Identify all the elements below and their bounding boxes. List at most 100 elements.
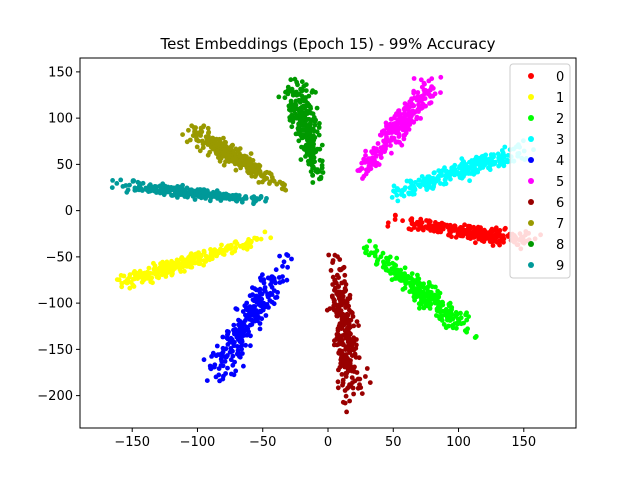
data-point <box>394 275 400 281</box>
data-point <box>331 305 336 311</box>
data-point <box>239 337 245 343</box>
data-point <box>343 393 349 399</box>
data-point <box>319 162 325 168</box>
legend-item: 1 <box>528 91 564 106</box>
data-point <box>439 318 445 323</box>
data-point <box>209 354 215 359</box>
legend-marker <box>528 157 534 163</box>
data-point <box>238 326 243 332</box>
data-point <box>324 307 330 313</box>
x-tick-label: 100 <box>446 435 471 450</box>
data-point <box>435 288 441 294</box>
data-point <box>258 292 263 297</box>
data-point <box>334 310 339 316</box>
data-point <box>286 89 292 94</box>
data-point <box>280 274 285 279</box>
data-point <box>458 321 464 327</box>
data-point <box>393 139 399 145</box>
data-point <box>172 261 178 267</box>
data-point <box>137 270 142 276</box>
data-point <box>336 275 341 280</box>
data-point <box>457 229 462 235</box>
series-6 <box>324 252 373 415</box>
data-point <box>230 193 236 198</box>
data-point <box>416 281 422 287</box>
data-point <box>400 218 405 224</box>
data-point <box>297 107 302 113</box>
data-point <box>301 83 307 89</box>
data-point <box>177 190 183 196</box>
data-point <box>116 277 122 283</box>
data-point <box>251 298 257 304</box>
data-point <box>285 84 291 90</box>
data-point <box>359 166 364 171</box>
data-point <box>427 184 433 190</box>
data-point <box>287 117 293 123</box>
data-point <box>381 144 387 149</box>
data-point <box>493 227 499 232</box>
data-point <box>264 169 270 175</box>
data-point <box>174 257 180 263</box>
data-point <box>191 125 197 130</box>
data-point <box>236 317 241 323</box>
data-point <box>269 299 275 305</box>
data-point <box>228 357 234 363</box>
data-point <box>336 336 342 341</box>
data-point <box>311 115 317 120</box>
data-point <box>186 255 192 260</box>
data-point <box>405 274 411 279</box>
data-point <box>336 305 342 311</box>
data-point <box>248 162 254 167</box>
data-point <box>401 136 407 142</box>
data-point <box>242 328 247 334</box>
data-point <box>216 155 221 161</box>
data-point <box>446 310 452 316</box>
data-point <box>289 124 295 130</box>
data-point <box>473 240 478 246</box>
data-point <box>204 138 210 144</box>
legend: 0 1 2 3 4 5 6 7 8 9 <box>509 63 571 279</box>
data-point <box>469 230 475 236</box>
data-point <box>306 109 312 115</box>
legend-label: 7 <box>556 217 564 232</box>
series-3 <box>389 138 536 204</box>
data-point <box>145 187 151 193</box>
data-point <box>212 364 217 370</box>
x-tick-label: 150 <box>511 435 536 450</box>
data-point <box>318 174 324 180</box>
data-point <box>131 178 137 184</box>
data-point <box>218 356 224 362</box>
data-point <box>301 146 307 152</box>
data-point <box>335 293 341 298</box>
data-point <box>263 198 268 204</box>
data-point <box>246 237 252 242</box>
data-point <box>257 286 263 292</box>
data-point <box>429 284 435 290</box>
data-point <box>152 266 158 272</box>
data-point <box>286 103 292 109</box>
data-point <box>158 183 164 189</box>
data-point <box>464 165 470 171</box>
data-point <box>336 284 341 289</box>
data-point <box>262 229 268 235</box>
data-point <box>274 181 280 187</box>
data-point <box>330 260 335 265</box>
data-point <box>410 103 416 109</box>
data-point <box>352 352 358 357</box>
data-point <box>502 160 507 165</box>
data-point <box>243 342 249 348</box>
data-point <box>475 157 480 163</box>
data-point <box>345 296 351 302</box>
data-point <box>449 225 454 231</box>
data-point <box>426 78 432 84</box>
data-point <box>392 113 398 119</box>
data-point <box>419 105 424 111</box>
data-point <box>244 313 250 319</box>
data-point <box>443 175 449 181</box>
data-point <box>247 293 253 299</box>
data-point <box>467 178 472 184</box>
data-point <box>365 168 371 174</box>
data-point <box>114 181 120 186</box>
data-point <box>398 271 403 277</box>
data-point <box>389 277 395 283</box>
